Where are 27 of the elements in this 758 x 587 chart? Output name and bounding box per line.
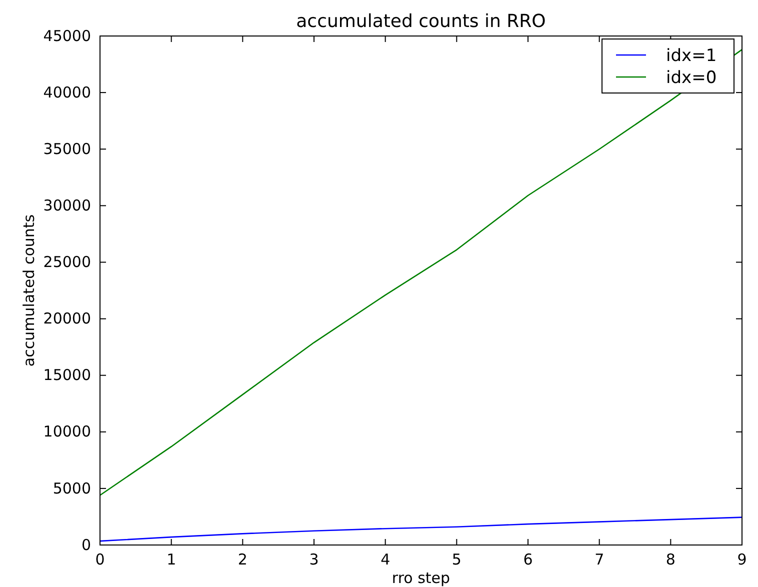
- x-tick-label: 1: [166, 550, 176, 569]
- y-tick-label: 10000: [43, 422, 91, 441]
- y-tick-label: 30000: [43, 196, 91, 214]
- y-axis-title: accumulated counts: [20, 214, 38, 367]
- y-tick-label: 5000: [52, 479, 91, 498]
- x-tick-label: 5: [452, 550, 462, 569]
- y-tick-label: 40000: [43, 83, 91, 102]
- y-tick-label: 35000: [43, 140, 91, 158]
- legend-label: idx=0: [666, 68, 717, 88]
- y-tick-label: 45000: [43, 26, 91, 45]
- y-tick-label: 25000: [43, 253, 91, 272]
- x-tick-label: 4: [380, 550, 390, 569]
- x-tick-label: 8: [666, 550, 676, 569]
- x-tick-label: 9: [737, 550, 747, 569]
- y-tick-label: 0: [81, 536, 91, 554]
- x-tick-label: 2: [238, 550, 248, 569]
- x-tick-label: 6: [523, 550, 533, 569]
- line-series: [99, 516, 743, 542]
- chart-title: accumulated counts in RRO: [296, 11, 546, 32]
- legend-label: idx=1: [666, 46, 717, 66]
- line-series: [99, 48, 743, 496]
- x-tick-label: 3: [309, 550, 319, 569]
- y-tick-label: 15000: [43, 366, 91, 384]
- x-axis-title: rro step: [392, 569, 450, 587]
- y-tick-label: 20000: [43, 310, 91, 328]
- x-tick-label: 7: [594, 550, 604, 569]
- x-tick-label: 0: [95, 550, 105, 569]
